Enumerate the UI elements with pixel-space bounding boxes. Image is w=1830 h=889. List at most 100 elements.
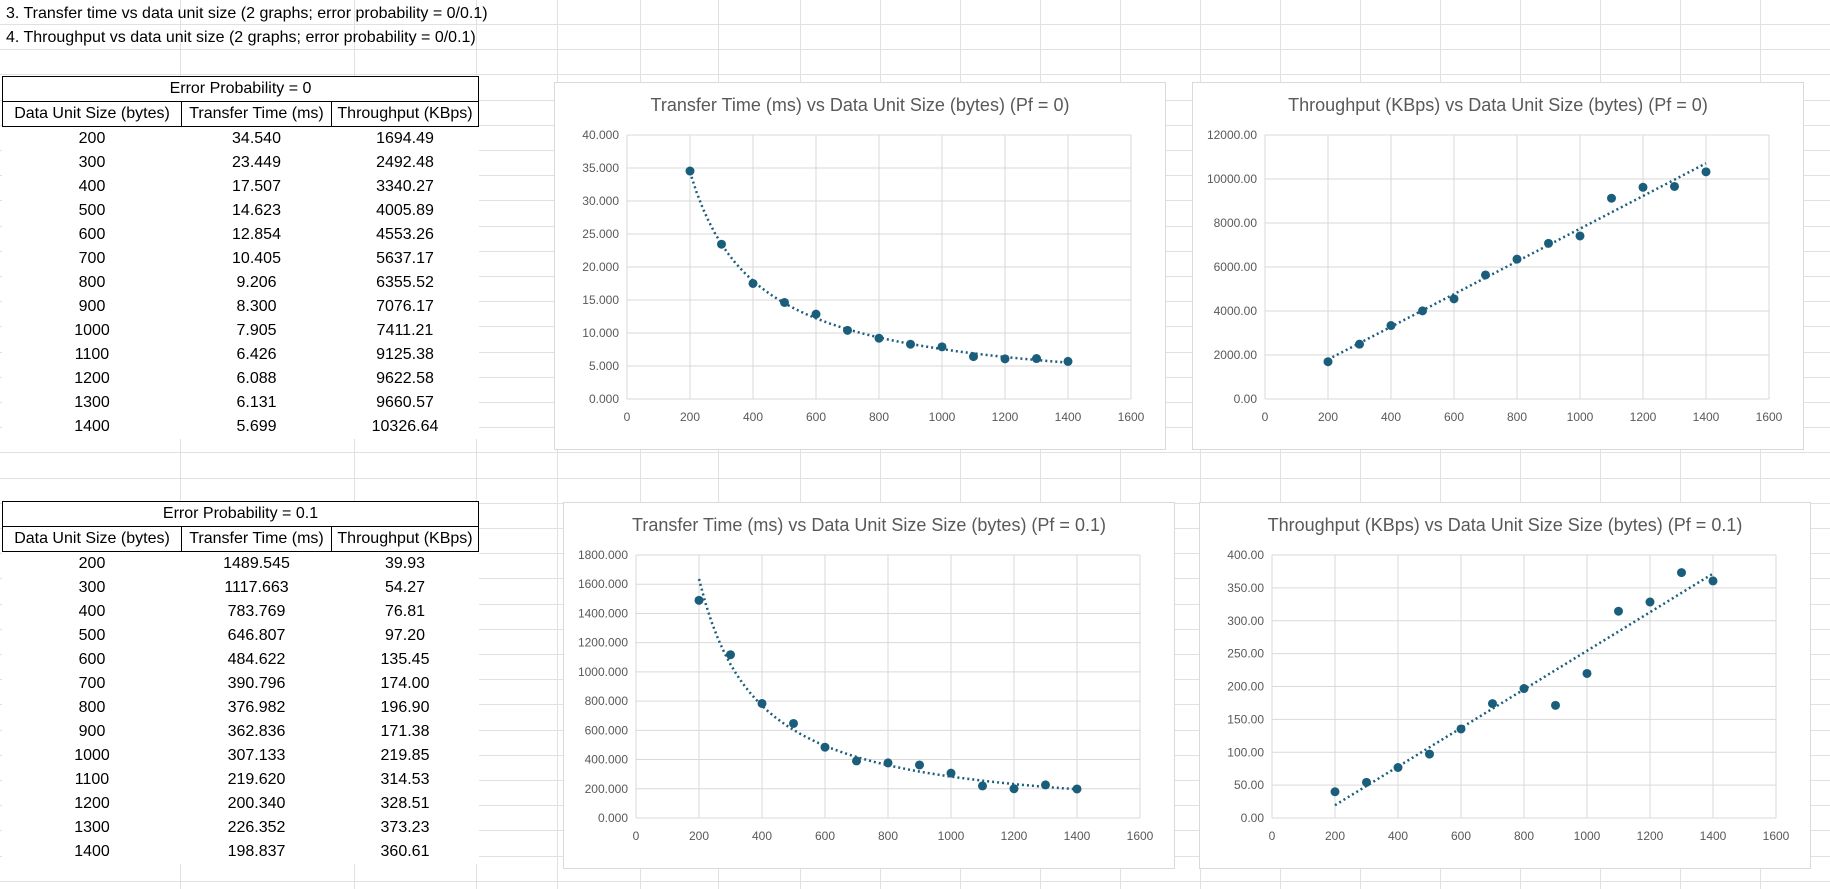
table-cell[interactable]: 300 <box>78 579 106 596</box>
table-row: 1200 200.340 328.51 <box>3 792 479 816</box>
table-cell[interactable]: 9660.57 <box>376 394 434 411</box>
table-cell[interactable]: 400 <box>78 178 106 195</box>
table-cell[interactable]: 360.61 <box>380 843 430 860</box>
table-cell[interactable]: 5637.17 <box>376 250 434 267</box>
data-point <box>843 325 852 335</box>
table-cell[interactable]: 7411.21 <box>376 322 434 339</box>
table-cell[interactable]: 900 <box>78 298 106 315</box>
table-cell[interactable]: 219.85 <box>380 747 430 764</box>
table-cell[interactable]: 17.507 <box>232 178 281 195</box>
table-cell[interactable]: 226.352 <box>227 819 286 836</box>
table-cell[interactable]: 484.622 <box>227 651 286 668</box>
y-tick-label: 15.000 <box>582 293 619 307</box>
table-cell[interactable]: 97.20 <box>384 627 426 644</box>
table-cell[interactable]: 4553.26 <box>376 226 434 243</box>
table-cell[interactable]: 10326.64 <box>371 418 439 435</box>
table-cell[interactable]: 10.405 <box>232 250 281 267</box>
data-point <box>757 698 767 708</box>
table-cell[interactable]: 54.27 <box>384 579 426 596</box>
table-cell[interactable]: 1200 <box>74 795 110 812</box>
x-tick-label: 1400 <box>1700 829 1727 843</box>
table-cell[interactable]: 200.340 <box>227 795 286 812</box>
table-cell[interactable]: 1000 <box>74 747 110 764</box>
table-cell[interactable]: 307.133 <box>227 747 286 764</box>
table-cell[interactable]: 5.699 <box>236 418 277 435</box>
table-cell[interactable]: 1100 <box>74 771 110 788</box>
table-cell[interactable]: 1489.545 <box>223 555 290 572</box>
x-tick-label: 1000 <box>1567 410 1594 424</box>
table-cell[interactable]: 900 <box>78 723 106 740</box>
table-cell[interactable]: 1300 <box>74 394 110 411</box>
table-cell[interactable]: 219.620 <box>227 771 286 788</box>
chart-transfer-time-pf-0[interactable]: Transfer Time (ms) vs Data Unit Size (by… <box>554 82 1166 450</box>
chart-throughput-pf-0[interactable]: Throughput (KBps) vs Data Unit Size (byt… <box>1192 82 1804 450</box>
table-cell[interactable]: 362.836 <box>227 723 286 740</box>
table-cell[interactable]: 300 <box>78 154 106 171</box>
x-tick-label: 200 <box>1325 829 1345 843</box>
x-tick-label: 1600 <box>1763 829 1790 843</box>
table-cell[interactable]: 1117.663 <box>224 579 289 596</box>
table-cell[interactable]: 39.93 <box>384 555 426 572</box>
table-cell[interactable]: 23.449 <box>232 154 281 171</box>
table-cell[interactable]: 4005.89 <box>376 202 434 219</box>
table-cell[interactable]: 3340.27 <box>376 178 434 195</box>
table-cell[interactable]: 174.00 <box>380 675 430 692</box>
table-cell[interactable]: 14.623 <box>232 202 281 219</box>
x-tick-label: 1200 <box>1637 829 1664 843</box>
table-cell[interactable]: 500 <box>78 202 106 219</box>
table-cell[interactable]: 9.206 <box>236 274 277 291</box>
table-cell[interactable]: 7.905 <box>236 322 277 339</box>
table-cell[interactable]: 2492.48 <box>376 154 434 171</box>
table-cell[interactable]: 1400 <box>74 843 110 860</box>
table-cell[interactable]: 1200 <box>74 370 110 387</box>
table-row: 300 23.449 2492.48 <box>3 151 479 175</box>
table-cell[interactable]: 314.53 <box>380 771 430 788</box>
data-point <box>906 339 915 349</box>
table-cell[interactable]: 198.837 <box>227 843 286 860</box>
table-cell[interactable]: 800 <box>78 699 106 716</box>
table-cell[interactable]: 200 <box>78 130 106 147</box>
table-cell[interactable]: 196.90 <box>380 699 430 716</box>
data-point <box>1582 668 1592 678</box>
table-cell[interactable]: 600 <box>78 651 106 668</box>
table-cell[interactable]: 7076.17 <box>376 298 434 315</box>
chart-throughput-pf-0-1[interactable]: Throughput (KBps) vs Data Unit Size Size… <box>1199 502 1811 869</box>
table-cell[interactable]: 9622.58 <box>376 370 434 387</box>
table-cell[interactable]: 1000 <box>74 322 110 339</box>
table-cell[interactable]: 800 <box>78 274 106 291</box>
table-cell[interactable]: 12.854 <box>232 226 281 243</box>
table-cell[interactable]: 200 <box>78 555 106 572</box>
table-cell[interactable]: 1300 <box>74 819 110 836</box>
table-cell[interactable]: 400 <box>78 603 106 620</box>
table-cell[interactable]: 390.796 <box>227 675 286 692</box>
table-cell[interactable]: 700 <box>78 675 106 692</box>
data-point <box>946 768 956 778</box>
table-cell[interactable]: 76.81 <box>384 603 426 620</box>
x-tick-label: 400 <box>1381 410 1401 424</box>
x-tick-label: 1400 <box>1055 410 1082 424</box>
table-cell[interactable]: 6.131 <box>236 394 277 411</box>
table-cell[interactable]: 376.982 <box>227 699 286 716</box>
table-cell[interactable]: 171.38 <box>380 723 430 740</box>
table-cell[interactable]: 135.45 <box>380 651 430 668</box>
chart-transfer-time-pf-0-1[interactable]: Transfer Time (ms) vs Data Unit Size Siz… <box>563 502 1175 869</box>
table-cell[interactable]: 373.23 <box>380 819 430 836</box>
table-cell[interactable]: 328.51 <box>380 795 430 812</box>
table-cell[interactable]: 783.769 <box>227 603 286 620</box>
table-cell[interactable]: 700 <box>78 250 106 267</box>
table-cell[interactable]: 600 <box>78 226 106 243</box>
table-cell[interactable]: 1400 <box>74 418 110 435</box>
table-cell[interactable]: 6.426 <box>236 346 277 363</box>
table-cell[interactable]: 8.300 <box>236 298 277 315</box>
table-cell[interactable]: 500 <box>78 627 106 644</box>
table-cell[interactable]: 1694.49 <box>376 130 434 147</box>
table-cell[interactable]: 646.807 <box>227 627 286 644</box>
y-tick-label: 1600.000 <box>578 577 628 591</box>
table-cell[interactable]: 6355.52 <box>376 274 434 291</box>
table-cell[interactable]: 9125.38 <box>376 346 434 363</box>
table-cell[interactable]: 6.088 <box>236 370 277 387</box>
y-tick-label: 50.00 <box>1234 778 1264 792</box>
table-row: 300 1117.663 54.27 <box>3 576 479 600</box>
table-cell[interactable]: 1100 <box>74 346 110 363</box>
table-cell[interactable]: 34.540 <box>232 130 281 147</box>
